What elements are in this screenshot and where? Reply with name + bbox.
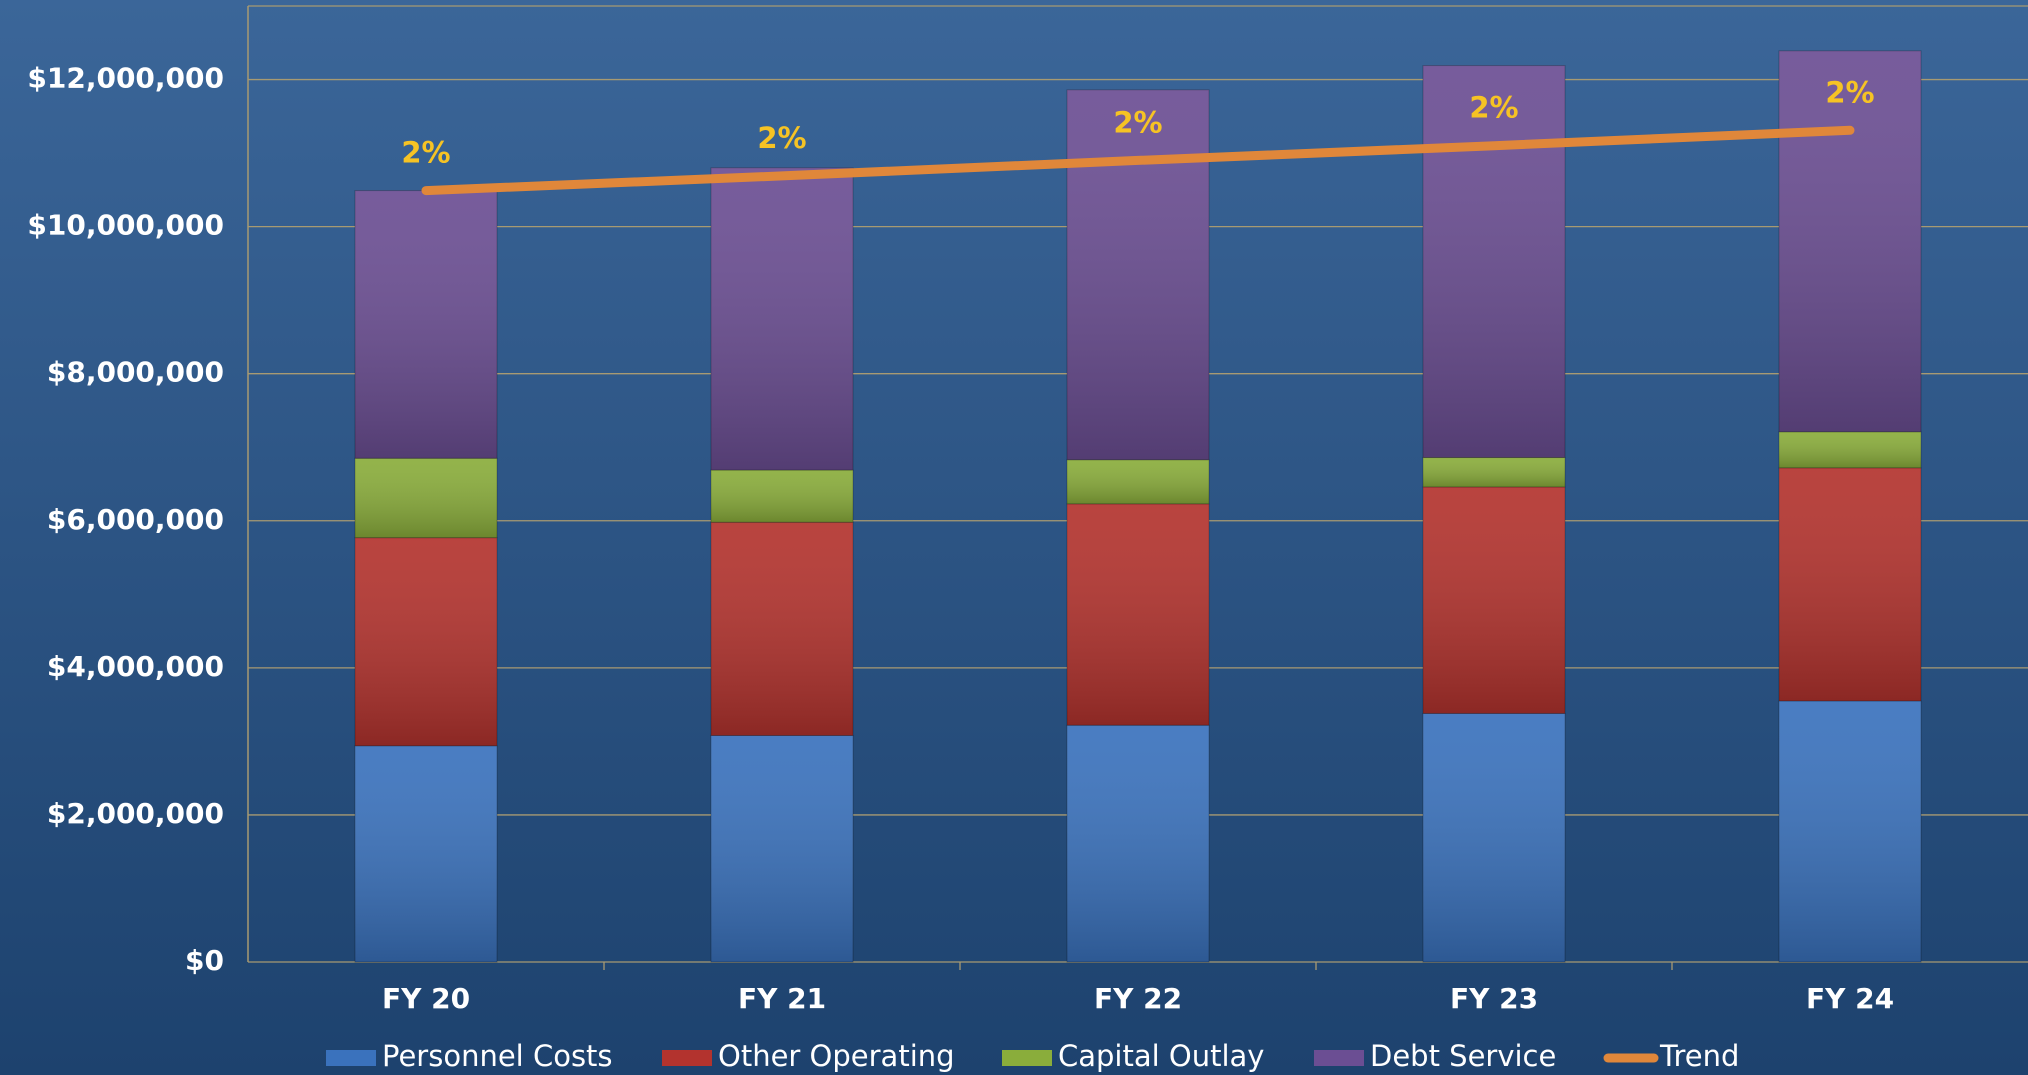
legend-label: Debt Service (1370, 1039, 1556, 1073)
legend-swatch (1002, 1050, 1052, 1066)
y-tick-label: $12,000,000 (27, 62, 224, 95)
y-tick-label: $2,000,000 (47, 797, 224, 830)
bar-shade (1067, 725, 1209, 962)
trend-label: 2% (401, 136, 450, 170)
x-tick-label: FY 20 (382, 982, 470, 1015)
x-tick-label: FY 23 (1450, 982, 1538, 1015)
trend-label: 2% (1469, 91, 1518, 125)
x-tick-label: FY 22 (1094, 982, 1182, 1015)
bar-shade (1067, 459, 1209, 504)
bar-shade (355, 458, 497, 538)
bar-shade (711, 470, 853, 523)
legend-label: Other Operating (718, 1039, 955, 1073)
legend-label: Personnel Costs (382, 1039, 613, 1073)
y-tick-label: $8,000,000 (47, 356, 224, 389)
trend-label: 2% (1113, 105, 1162, 139)
bar-shade (1067, 89, 1209, 460)
x-tick-label: FY 21 (738, 982, 826, 1015)
bar-shade (355, 537, 497, 746)
legend-swatch (326, 1050, 376, 1066)
legend-label: Trend (1659, 1039, 1739, 1073)
trend-line (421, 125, 1855, 196)
bar-shade (711, 167, 853, 471)
y-tick-label: $10,000,000 (27, 209, 224, 242)
bar-shade (711, 735, 853, 962)
bar-shade (1423, 713, 1565, 962)
trend-label: 2% (1825, 75, 1874, 109)
y-tick-label: $4,000,000 (47, 650, 224, 683)
legend-label: Capital Outlay (1058, 1039, 1264, 1073)
bar-shade (1423, 486, 1565, 714)
bar-shade (1779, 431, 1921, 468)
bar-shade (355, 745, 497, 962)
bar-shade (1423, 65, 1565, 458)
y-tick-label: $0 (185, 944, 224, 977)
legend-swatch (1314, 1050, 1364, 1066)
bar-shade (1779, 50, 1921, 432)
bar-shade (1067, 503, 1209, 726)
bar-shade (1779, 700, 1921, 962)
x-tick-label: FY 24 (1806, 982, 1894, 1015)
bar-shade (1779, 467, 1921, 701)
y-tick-label: $6,000,000 (47, 503, 224, 536)
bar-shade (1423, 457, 1565, 487)
bar-shade (711, 522, 853, 736)
legend-swatch (662, 1050, 712, 1066)
trend-label: 2% (757, 121, 806, 155)
bar-shade (355, 190, 497, 459)
